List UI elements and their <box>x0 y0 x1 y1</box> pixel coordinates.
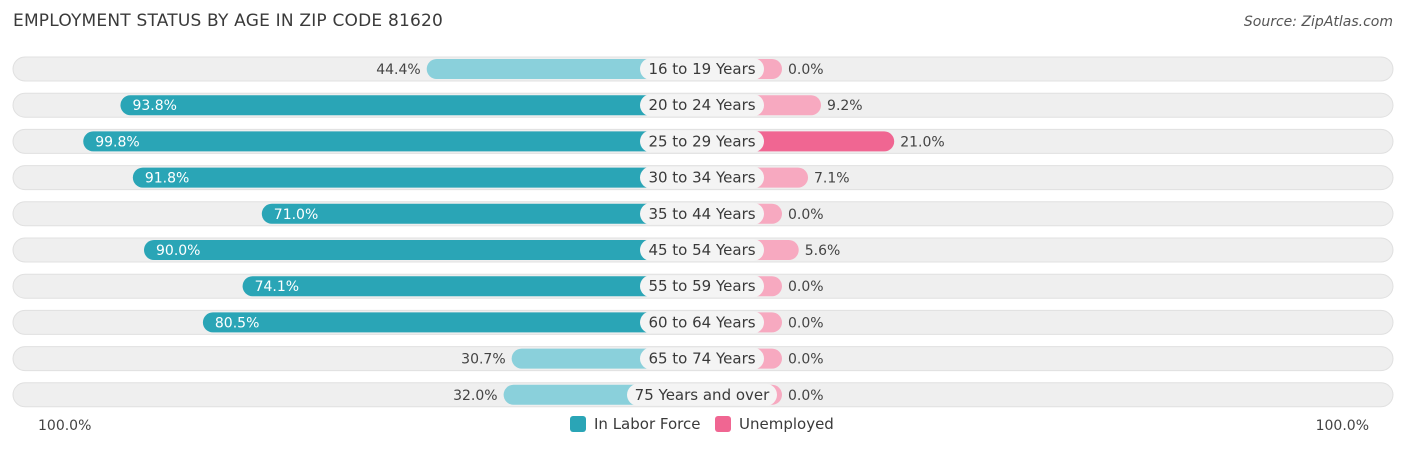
value-label-unemployed: 5.6% <box>805 243 841 259</box>
bar-labor-force <box>132 167 703 188</box>
axis-right-label: 100.0% <box>1315 418 1369 434</box>
value-label-unemployed: 0.0% <box>788 279 824 295</box>
legend-swatch-labor-force <box>570 416 586 432</box>
value-label-unemployed: 0.0% <box>788 388 824 404</box>
value-label-labor-force: 74.1% <box>255 279 299 295</box>
legend-label-unemployed: Unemployed <box>739 415 834 433</box>
value-label-labor-force: 71.0% <box>274 207 318 223</box>
category-pill <box>640 275 764 298</box>
value-label-labor-force: 44.4% <box>376 62 420 78</box>
legend-label-labor-force: In Labor Force <box>594 415 701 433</box>
value-label-unemployed: 9.2% <box>827 98 863 114</box>
value-label-labor-force: 80.5% <box>215 315 259 331</box>
value-label-labor-force: 90.0% <box>156 243 200 259</box>
legend-item-unemployed: Unemployed <box>715 415 834 433</box>
value-label-labor-force: 30.7% <box>461 352 505 368</box>
value-label-labor-force: 93.8% <box>132 98 176 114</box>
bar-labor-force <box>242 276 702 297</box>
value-label-labor-force: 32.0% <box>453 388 497 404</box>
category-pill <box>640 239 764 261</box>
category-label: 20 to 24 Years <box>648 96 755 114</box>
value-label-unemployed: 0.0% <box>788 352 824 368</box>
category-label: 30 to 34 Years <box>648 169 755 187</box>
legend-swatch-unemployed <box>715 416 731 432</box>
bar-labor-force <box>261 203 702 224</box>
category-label: 65 to 74 Years <box>648 350 755 368</box>
value-label-unemployed: 21.0% <box>900 134 944 150</box>
category-label: 35 to 44 Years <box>648 205 755 223</box>
category-pill <box>640 202 764 225</box>
legend-item-labor-force: In Labor Force <box>570 415 700 433</box>
category-label: 75 Years and over <box>635 386 770 404</box>
category-pill <box>640 347 764 370</box>
value-label-labor-force: 99.8% <box>95 134 139 150</box>
category-pill <box>640 311 764 334</box>
value-label-unemployed: 0.0% <box>788 62 824 78</box>
value-label-unemployed: 0.0% <box>788 207 824 223</box>
category-pill <box>640 94 764 117</box>
category-pill <box>640 166 764 189</box>
bar-labor-force <box>83 131 703 152</box>
value-label-unemployed: 0.0% <box>788 315 824 331</box>
category-label: 60 to 64 Years <box>648 313 755 331</box>
bar-labor-force <box>144 240 702 260</box>
category-label: 45 to 54 Years <box>648 241 755 259</box>
axis-left-label: 100.0% <box>38 418 92 434</box>
category-label: 25 to 29 Years <box>648 132 755 150</box>
chart-title: EMPLOYMENT STATUS BY AGE IN ZIP CODE 816… <box>13 11 444 31</box>
category-label: 55 to 59 Years <box>648 277 755 295</box>
category-pill <box>627 383 777 406</box>
value-label-labor-force: 91.8% <box>145 171 189 187</box>
source-label: Source: ZipAtlas.com <box>1243 14 1393 30</box>
category-label: 16 to 19 Years <box>648 60 755 78</box>
category-pill <box>640 130 764 153</box>
category-pill <box>640 58 764 80</box>
value-label-unemployed: 7.1% <box>814 171 850 187</box>
bar-labor-force <box>120 95 702 116</box>
bar-labor-force <box>426 59 702 79</box>
bar-labor-force <box>202 312 702 333</box>
